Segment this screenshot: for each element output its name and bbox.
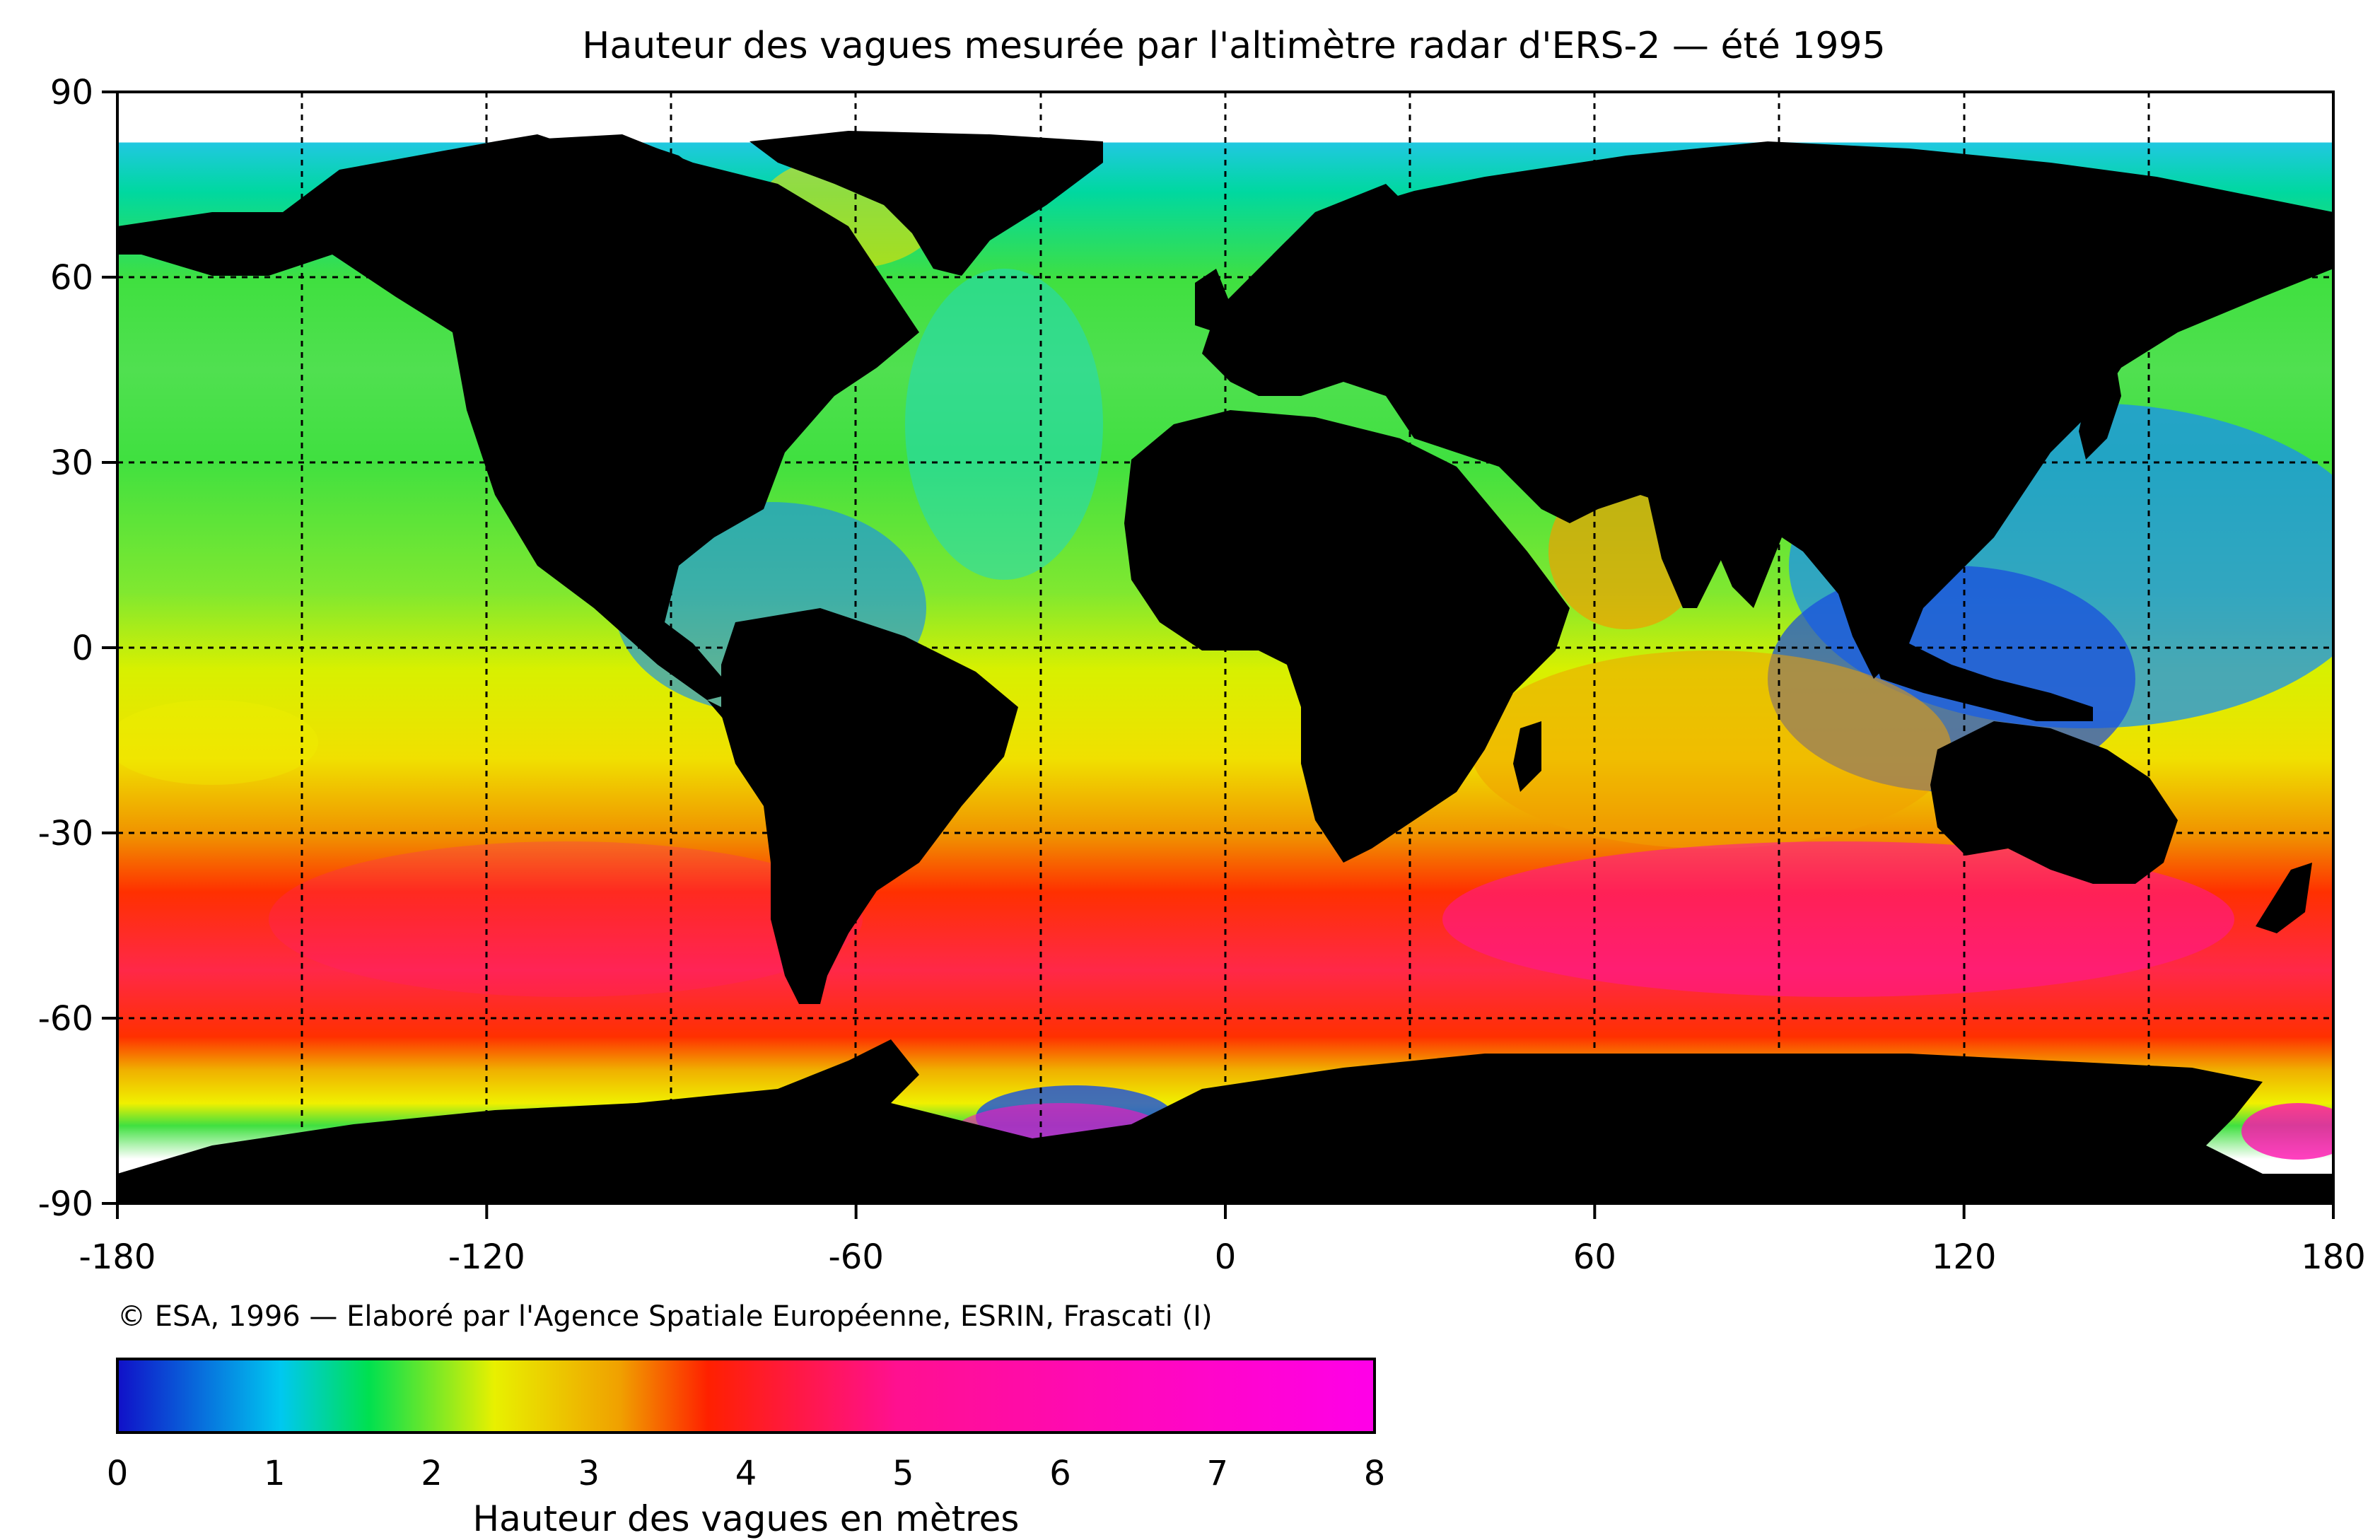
- map-title: Hauteur des vagues mesurée par l'altimèt…: [582, 25, 1885, 67]
- japan-landmass: [2079, 354, 2121, 460]
- colorbar-tick-label: 3: [578, 1454, 600, 1493]
- y-tick-label: -30: [38, 814, 93, 853]
- y-tick-label: 60: [50, 258, 93, 298]
- x-tick-label: 60: [1573, 1237, 1616, 1277]
- madagascar-landmass: [1513, 721, 1541, 792]
- x-tick-label: -180: [79, 1237, 156, 1277]
- colorbar-tick-label: 0: [107, 1454, 129, 1493]
- colorbar-tick-labels: 0 1 2 3 4 5 6 7 8: [107, 1454, 1386, 1493]
- scandinavia-landmass: [1273, 184, 1414, 311]
- maritime-southeast-asia-landmass: [1867, 636, 2093, 721]
- alaska-landmass: [117, 212, 283, 276]
- eurasia-landmass: [1202, 141, 2333, 679]
- x-tick-label: -60: [828, 1237, 883, 1277]
- graticule: [117, 92, 2333, 1203]
- x-tick-label: 0: [1215, 1237, 1237, 1277]
- new-zealand-landmass: [2256, 863, 2312, 933]
- north-america-landmass: [212, 134, 919, 700]
- colorbar-tick-label: 6: [1049, 1454, 1071, 1493]
- y-tick-label: -60: [38, 999, 93, 1039]
- colorbar-label: Hauteur des vagues en mètres: [473, 1498, 1020, 1539]
- colorbar-tick-label: 5: [892, 1454, 914, 1493]
- axis-tick-marks: [102, 91, 2335, 1219]
- australia-landmass: [1930, 721, 2178, 884]
- y-axis-labels: 90 60 30 0 -30 -60 -90: [38, 73, 93, 1224]
- colorbar-tick-label: 1: [264, 1454, 286, 1493]
- x-tick-label: 180: [2301, 1237, 2366, 1277]
- colorbar-tick-label: 2: [421, 1454, 443, 1493]
- india-landmass: [1647, 495, 1739, 608]
- colorbar-tick-label: 7: [1206, 1454, 1228, 1493]
- copyright-credit: © ESA, 1996 — Elaboré par l'Agence Spati…: [117, 1300, 1213, 1333]
- colorbar-tick-label: 8: [1364, 1454, 1386, 1493]
- africa-landmass: [1124, 410, 1570, 863]
- y-tick-label: -90: [38, 1184, 93, 1224]
- x-tick-label: 120: [1932, 1237, 1997, 1277]
- map-plot-area: [117, 92, 2333, 1203]
- arctic-archipelago-landmass: [495, 134, 742, 233]
- colorbar-gradient: [116, 1358, 1376, 1434]
- x-axis-labels: -180 -120 -60 0 60 120 180: [79, 1237, 2366, 1277]
- y-tick-label: 30: [50, 443, 93, 483]
- greenland-landmass: [749, 131, 1103, 276]
- south-america-landmass: [721, 608, 1018, 1004]
- colorbar-tick-label: 4: [735, 1454, 757, 1493]
- x-tick-label: -120: [448, 1237, 525, 1277]
- y-tick-label: 0: [71, 629, 93, 668]
- great-britain-landmass: [1195, 269, 1230, 332]
- y-tick-label: 90: [50, 73, 93, 112]
